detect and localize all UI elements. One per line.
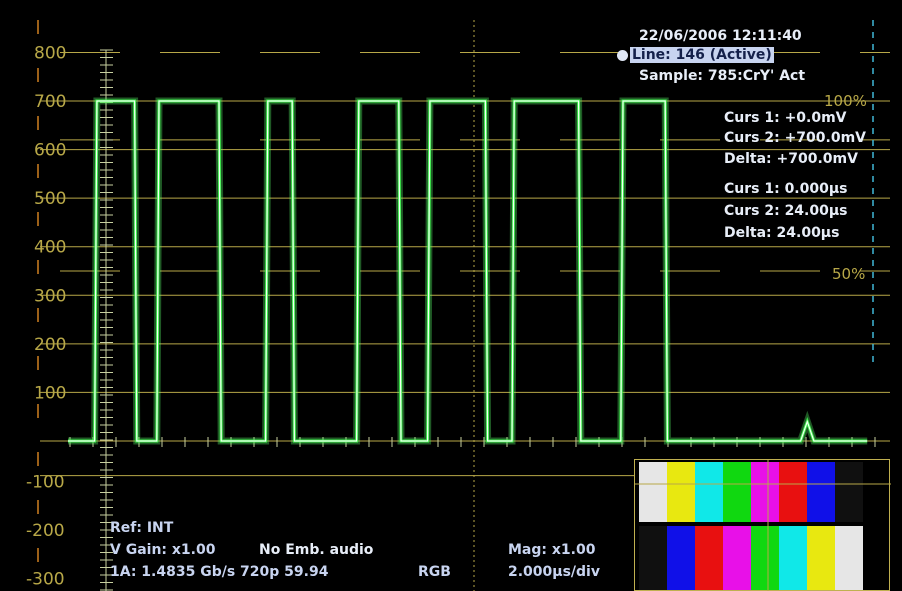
percent-50-label: 50% bbox=[832, 265, 866, 283]
thumb-bottom-bar bbox=[695, 526, 723, 590]
volt-delta: Delta: +700.0mV bbox=[724, 151, 858, 167]
ref-status: Ref: INT bbox=[110, 520, 174, 536]
thumb-bottom-bar bbox=[835, 526, 863, 590]
time-cursor-2: Curs 2: 24.00µs bbox=[724, 203, 848, 219]
v-gain-status: V Gain: x1.00 bbox=[110, 542, 216, 558]
color-space-status: RGB bbox=[418, 564, 451, 580]
input-status: 1A: 1.4835 Gb/s 720p 59.94 bbox=[110, 564, 329, 580]
thumb-top-bar bbox=[807, 462, 835, 522]
cursor-lines bbox=[37, 20, 874, 562]
color-bars-thumbnail bbox=[635, 460, 891, 591]
y-label--300: -300 bbox=[26, 570, 65, 590]
thumb-top-bar bbox=[695, 462, 723, 522]
thumb-top-bar bbox=[639, 462, 667, 522]
graticule-lines bbox=[40, 20, 890, 591]
y-label-300: 300 bbox=[34, 286, 66, 306]
line-info[interactable]: Line: 146 (Active) bbox=[630, 47, 774, 63]
waveform-trace bbox=[68, 97, 868, 445]
picture-thumbnail[interactable] bbox=[634, 459, 891, 591]
graticule-labels: 800 700 600 500 400 300 200 100 -100 -200 -300 bbox=[26, 43, 66, 589]
thumb-top-bar bbox=[667, 462, 695, 522]
thumb-bottom-bar bbox=[779, 526, 807, 590]
thumb-bottom-bar bbox=[667, 526, 695, 590]
y-label-100: 100 bbox=[34, 383, 66, 403]
time-cursor-1: Curs 1: 0.000µs bbox=[724, 181, 848, 197]
volt-cursor-1: Curs 1: +0.0mV bbox=[724, 110, 847, 126]
thumb-top-bar bbox=[779, 462, 807, 522]
thumb-top-bar bbox=[835, 462, 863, 522]
thumb-bottom-bar bbox=[723, 526, 751, 590]
y-label-800: 800 bbox=[34, 43, 66, 63]
y-label--100: -100 bbox=[26, 473, 65, 493]
mag-status: Mag: x1.00 bbox=[508, 542, 596, 558]
y-label-500: 500 bbox=[34, 189, 66, 209]
timebase-status: 2.000µs/div bbox=[508, 564, 600, 580]
y-label-400: 400 bbox=[34, 238, 66, 258]
y-label-600: 600 bbox=[34, 141, 66, 161]
y-label-200: 200 bbox=[34, 335, 66, 355]
line-select-icon[interactable] bbox=[617, 50, 628, 61]
trace-core bbox=[68, 100, 868, 442]
audio-status: No Emb. audio bbox=[259, 542, 374, 558]
thumb-bottom-bar bbox=[639, 526, 667, 590]
volt-cursor-2: Curs 2: +700.0mV bbox=[724, 130, 867, 146]
percent-100-label: 100% bbox=[824, 92, 867, 110]
thumb-top-bar bbox=[723, 462, 751, 522]
time-delta: Delta: 24.00µs bbox=[724, 225, 840, 241]
thumb-bottom-bar bbox=[807, 526, 835, 590]
y-label-700: 700 bbox=[34, 92, 66, 112]
y-label--200: -200 bbox=[26, 521, 65, 541]
thumb-top-bar bbox=[751, 462, 779, 522]
sample-info: Sample: 785:CrY' Act bbox=[639, 68, 806, 84]
thumb-bottom-bar bbox=[751, 526, 779, 590]
timestamp: 22/06/2006 12:11:40 bbox=[639, 28, 802, 44]
